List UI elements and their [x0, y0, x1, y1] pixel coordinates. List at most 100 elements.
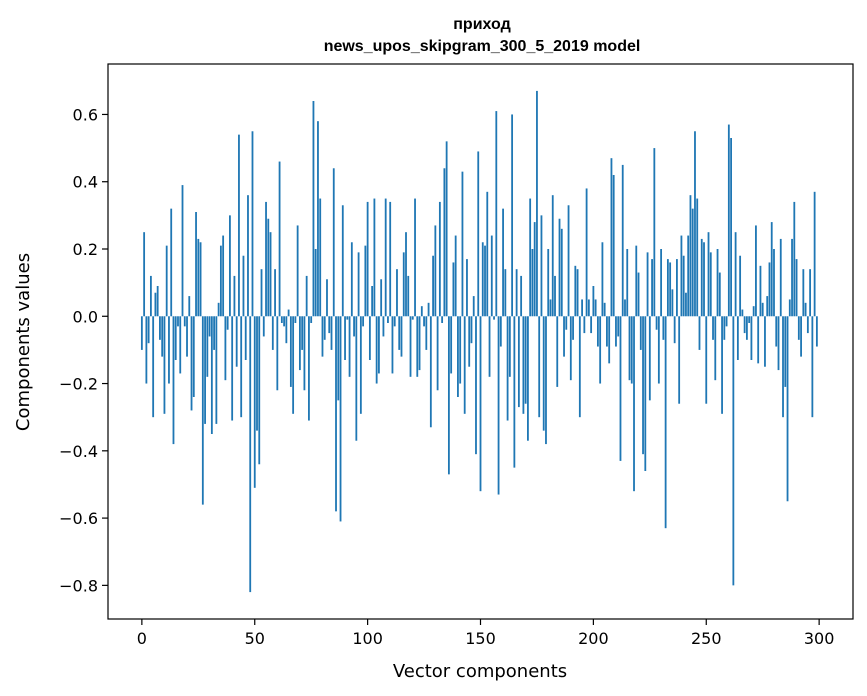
bar-18: [181, 185, 184, 317]
bar-170: [524, 316, 527, 404]
bar-231: [662, 316, 665, 340]
bar-176: [538, 316, 541, 418]
bar-237: [676, 259, 678, 317]
bar-242: [687, 235, 690, 317]
bar-298: [813, 191, 816, 317]
bar-245: [694, 131, 696, 317]
bar-124: [420, 306, 423, 317]
bar-188: [565, 316, 568, 330]
bar-210: [615, 316, 617, 347]
bar-253: [712, 316, 714, 340]
bar-107: [382, 316, 385, 337]
bar-174: [533, 222, 536, 317]
bar-19: [183, 316, 186, 327]
bar-235: [671, 289, 674, 317]
bar-258: [723, 316, 726, 340]
bar-118: [407, 275, 410, 317]
bar-259: [725, 316, 728, 327]
bar-198: [587, 299, 590, 317]
bar-85: [332, 168, 335, 317]
bar-204: [601, 242, 604, 317]
bar-146: [470, 316, 473, 344]
bar-98: [362, 316, 365, 327]
bar-205: [603, 302, 606, 317]
bar-186: [560, 228, 563, 317]
bar-232: [664, 316, 667, 529]
bar-154: [488, 316, 491, 377]
bar-291: [797, 316, 800, 340]
bar-262: [732, 316, 735, 586]
bar-264: [736, 316, 739, 360]
bar-299: [815, 316, 818, 347]
y-tick-label: 0.2: [73, 240, 98, 259]
bar-228: [655, 316, 658, 330]
bar-221: [639, 316, 642, 350]
bar-243: [689, 195, 692, 317]
x-axis-ticks: 0 50 100 150 200 250 300: [137, 619, 834, 648]
bar-6: [154, 292, 157, 317]
bar-72: [303, 316, 306, 391]
bar-10: [163, 316, 166, 414]
bar-28: [204, 316, 206, 424]
bar-21: [188, 296, 191, 317]
bar-79: [319, 198, 322, 317]
bar-222: [642, 316, 644, 455]
bar-115: [400, 316, 403, 357]
bar-91: [346, 316, 349, 320]
bar-284: [782, 316, 784, 418]
bar-128: [429, 316, 432, 428]
bar-89: [341, 205, 344, 317]
bar-226: [651, 259, 653, 317]
bar-207: [608, 316, 611, 364]
bar-158: [497, 316, 500, 495]
bar-2: [145, 316, 148, 384]
bar-209: [612, 175, 615, 317]
bar-82: [326, 279, 328, 317]
bar-272: [755, 225, 757, 317]
bar-294: [804, 302, 807, 317]
bar-279: [770, 222, 773, 317]
bar-191: [572, 316, 574, 340]
bar-131: [436, 316, 439, 391]
bar-97: [359, 316, 362, 414]
bar-58: [271, 316, 274, 350]
bar-233: [666, 259, 669, 317]
bar-180: [547, 249, 550, 317]
bar-287: [788, 299, 791, 317]
bar-278: [768, 262, 771, 317]
bar-285: [784, 316, 787, 387]
bar-257: [721, 316, 723, 414]
x-tick-label: 150: [465, 629, 496, 648]
bar-41: [233, 275, 236, 317]
bar-83: [328, 316, 331, 334]
bar-177: [540, 215, 543, 317]
bar-26: [199, 242, 202, 317]
bar-87: [337, 316, 340, 401]
bar-181: [549, 299, 552, 317]
bar-4: [149, 275, 152, 317]
bar-139: [454, 235, 457, 317]
bar-271: [752, 306, 755, 317]
bar-144: [466, 259, 468, 317]
bar-273: [757, 316, 760, 364]
y-tick-label: 0.6: [73, 105, 98, 124]
bar-265: [739, 255, 742, 317]
bar-281: [775, 316, 778, 347]
bar-172: [529, 198, 532, 317]
bar-252: [709, 252, 712, 317]
bar-38: [226, 316, 229, 330]
bar-47: [247, 195, 249, 317]
bar-108: [384, 198, 387, 317]
bar-149: [477, 151, 480, 317]
bar-203: [599, 316, 602, 384]
bar-3: [147, 316, 150, 344]
bar-117: [405, 232, 407, 317]
bar-37: [224, 316, 227, 381]
bar-260: [727, 124, 730, 317]
bar-224: [646, 252, 649, 317]
bar-100: [366, 201, 369, 317]
plot-frame: [107, 63, 854, 620]
bar-120: [411, 316, 414, 320]
bar-71: [301, 316, 304, 350]
bar-220: [637, 272, 640, 317]
